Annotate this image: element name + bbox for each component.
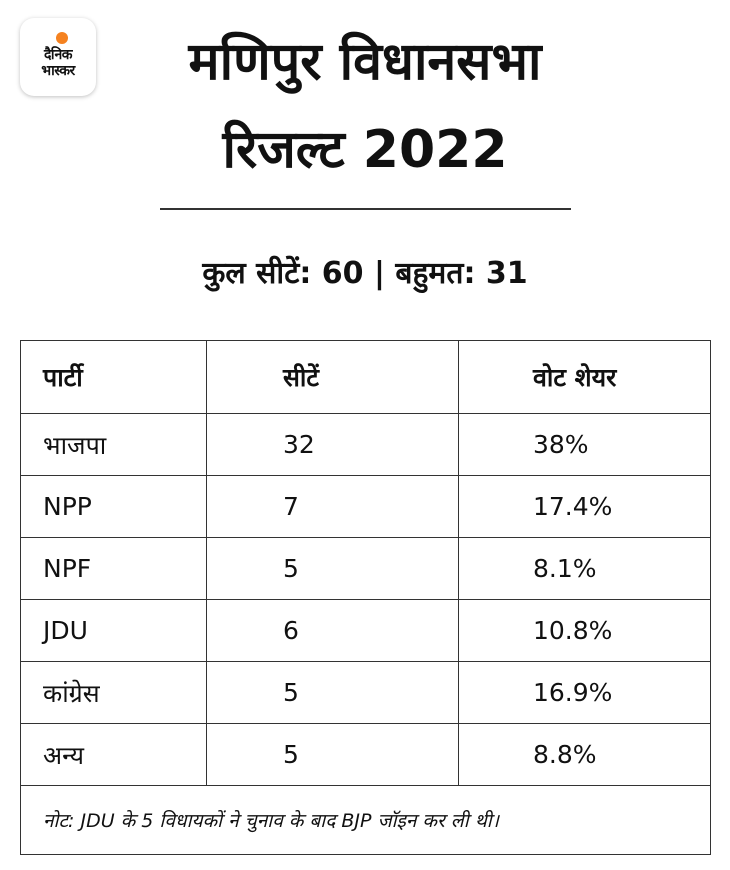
header-vote-share: वोट शेयर bbox=[458, 340, 711, 414]
vote-share-cell: 17.4% bbox=[458, 475, 711, 538]
party-cell: कांग्रेस bbox=[20, 661, 207, 724]
header-party: पार्टी bbox=[20, 340, 207, 414]
party-cell: अन्य bbox=[20, 723, 207, 786]
table-row: NPF 5 8.1% bbox=[20, 537, 711, 600]
vote-share-cell: 8.8% bbox=[458, 723, 711, 786]
logo-text-line2: भास्कर bbox=[41, 63, 75, 79]
table-row: JDU 6 10.8% bbox=[20, 599, 711, 662]
brand-logo: दैनिक भास्कर bbox=[20, 18, 96, 96]
table-note: नोट: JDU के 5 विधायकों ने चुनाव के बाद B… bbox=[20, 785, 711, 855]
vote-share-cell: 8.1% bbox=[458, 537, 711, 600]
results-table: पार्टी सीटें वोट शेयर भाजपा 32 38% NPP 7… bbox=[20, 340, 711, 855]
logo-text-line1: दैनिक bbox=[43, 47, 73, 63]
vote-share-cell: 16.9% bbox=[458, 661, 711, 724]
party-cell: NPP bbox=[20, 475, 207, 538]
page-title-line2: रिजल्ट 2022 bbox=[222, 120, 508, 180]
divider bbox=[160, 208, 571, 210]
seats-cell: 7 bbox=[206, 475, 459, 538]
table-row: भाजपा 32 38% bbox=[20, 413, 711, 476]
vote-share-cell: 10.8% bbox=[458, 599, 711, 662]
table-row: NPP 7 17.4% bbox=[20, 475, 711, 538]
table-row: अन्य 5 8.8% bbox=[20, 723, 711, 786]
seats-cell: 5 bbox=[206, 661, 459, 724]
page-title-line1: मणिपुर विधानसभा bbox=[188, 32, 542, 92]
seats-cell: 5 bbox=[206, 537, 459, 600]
seats-summary: कुल सीटें: 60 | बहुमत: 31 bbox=[202, 256, 528, 291]
seats-cell: 5 bbox=[206, 723, 459, 786]
header-seats: सीटें bbox=[206, 340, 459, 414]
party-cell: भाजपा bbox=[20, 413, 207, 476]
logo-dot-icon bbox=[56, 32, 68, 44]
seats-cell: 32 bbox=[206, 413, 459, 476]
table-header-row: पार्टी सीटें वोट शेयर bbox=[20, 340, 711, 414]
vote-share-cell: 38% bbox=[458, 413, 711, 476]
party-cell: JDU bbox=[20, 599, 207, 662]
seats-cell: 6 bbox=[206, 599, 459, 662]
note-row: नोट: JDU के 5 विधायकों ने चुनाव के बाद B… bbox=[20, 785, 711, 855]
table-row: कांग्रेस 5 16.9% bbox=[20, 661, 711, 724]
party-cell: NPF bbox=[20, 537, 207, 600]
